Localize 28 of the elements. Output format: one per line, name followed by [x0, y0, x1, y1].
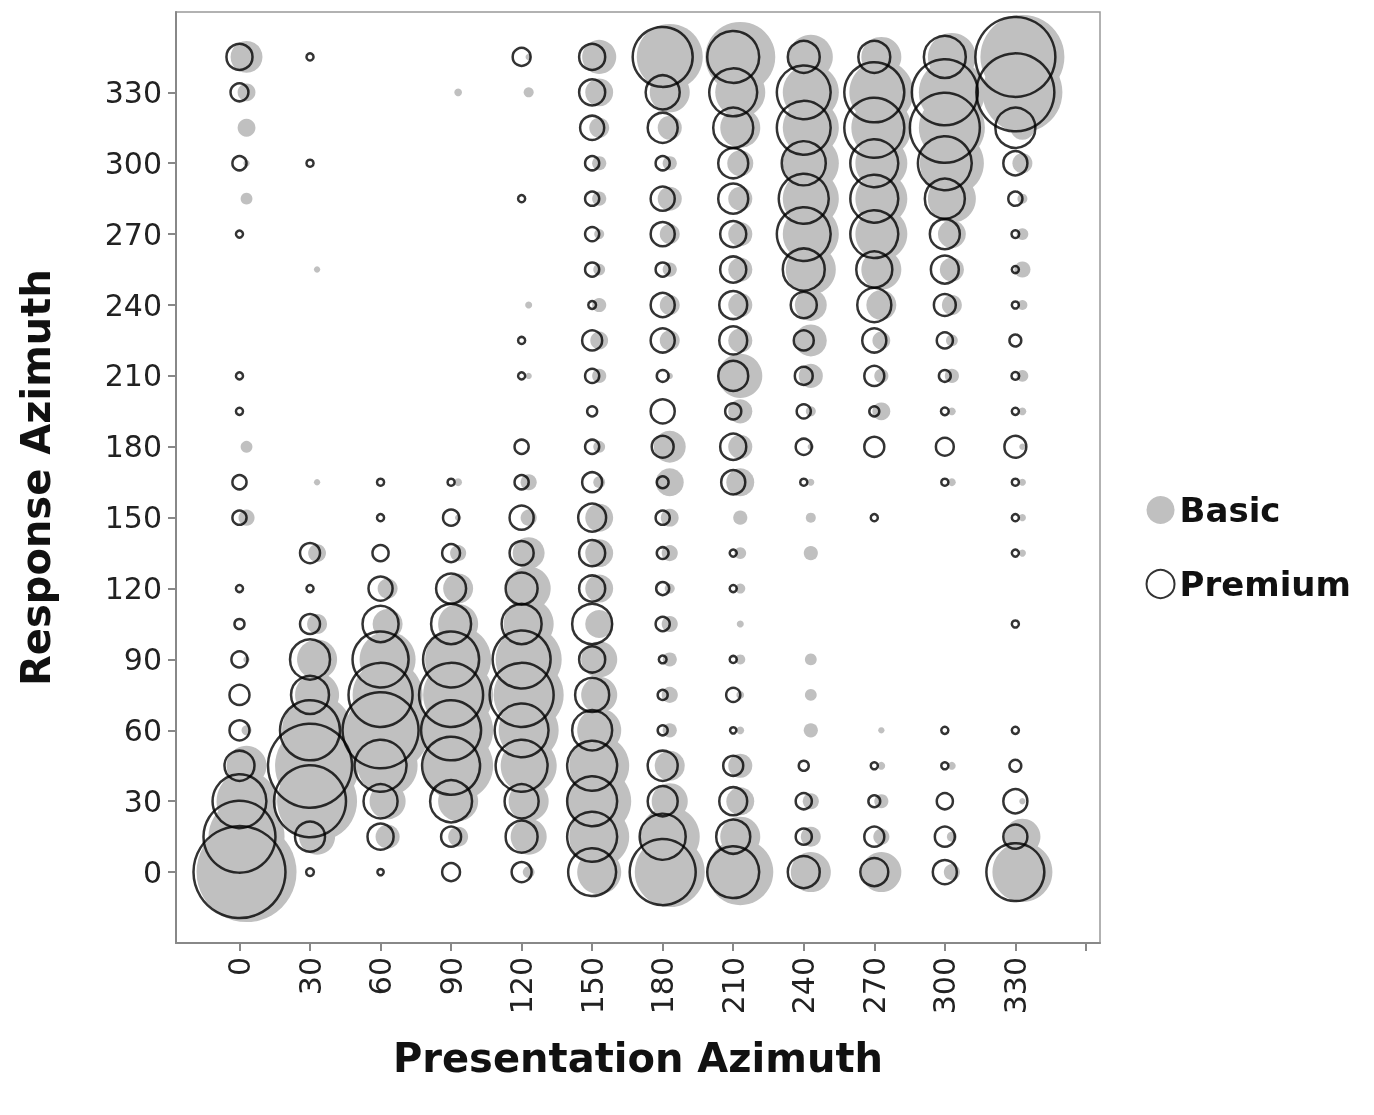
- y-tick-label: 240: [104, 287, 162, 323]
- x-axis-title: Presentation Azimuth: [392, 1035, 884, 1081]
- x-tick-label: 60: [363, 957, 399, 996]
- x-tick-label: 0: [221, 957, 257, 977]
- y-tick-label: 210: [104, 358, 162, 394]
- y-tick-label: 300: [104, 145, 162, 181]
- x-tick-label: 30: [292, 957, 328, 996]
- legend-label: Basic: [1179, 490, 1281, 530]
- legend-label: Premium: [1179, 564, 1352, 604]
- x-tick-label: 270: [856, 957, 892, 1015]
- y-tick-label: 30: [123, 783, 162, 819]
- x-tick-label: 180: [645, 957, 681, 1015]
- x-tick-label: 150: [574, 957, 610, 1015]
- x-tick-label: 300: [927, 957, 963, 1015]
- x-tick-label: 90: [433, 957, 469, 996]
- y-tick-label: 180: [104, 429, 162, 465]
- y-tick-label: 60: [123, 712, 162, 748]
- y-tick-label: 270: [104, 216, 162, 252]
- y-tick-label: 0: [142, 854, 162, 890]
- x-tick-label: 120: [504, 957, 540, 1015]
- y-axis-title: Response Azimuth: [13, 269, 59, 686]
- y-tick-label: 120: [104, 571, 162, 607]
- y-tick-label: 330: [104, 74, 162, 110]
- x-tick-label: 210: [715, 957, 751, 1015]
- x-tick-label: 330: [997, 957, 1033, 1015]
- x-tick-label: 240: [786, 957, 822, 1015]
- y-tick-label: 90: [123, 641, 162, 677]
- y-tick-label: 150: [104, 500, 162, 536]
